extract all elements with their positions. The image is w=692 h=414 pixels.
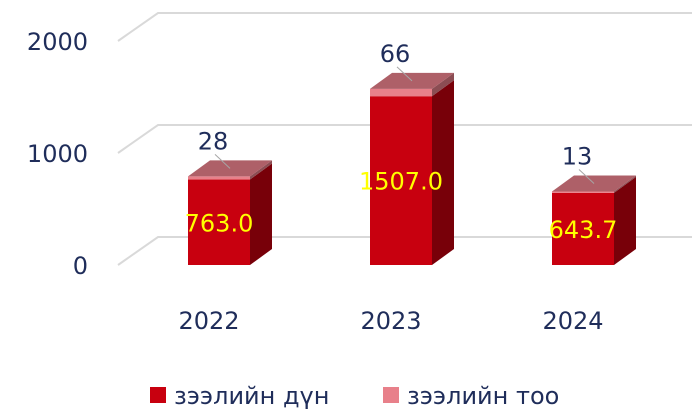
bar-front: [370, 96, 432, 265]
y-tick-label: 0: [73, 252, 88, 280]
data-label: 763.0: [185, 209, 254, 237]
legend-label: зээлийн тоо: [407, 382, 559, 410]
bar-side: [432, 72, 454, 97]
bar-front: [552, 191, 614, 193]
y-tick-label: 1000: [27, 140, 88, 168]
data-label: 28: [198, 127, 229, 155]
bar-front: [188, 179, 250, 265]
legend-swatch: [150, 387, 166, 403]
data-label: 643.7: [549, 216, 618, 244]
bar-side: [250, 160, 272, 180]
y-tick-label: 2000: [27, 28, 88, 56]
grid-line: [117, 124, 692, 154]
bar-side: [614, 176, 636, 265]
data-label: 1507.0: [359, 168, 443, 196]
x-tick-label: 2024: [542, 307, 603, 335]
data-label: 13: [562, 142, 593, 170]
bar-front: [188, 176, 250, 180]
grid-line: [117, 12, 692, 42]
legend-label: зээлийн дүн: [174, 382, 329, 410]
leader-line: [396, 66, 413, 82]
bar-side: [614, 175, 636, 193]
leader-line: [578, 169, 595, 184]
x-tick-label: 2022: [178, 307, 239, 335]
leader-line: [214, 154, 231, 169]
data-label: 66: [380, 40, 411, 68]
x-tick-label: 2023: [360, 307, 421, 335]
bar-front: [370, 88, 432, 97]
bar-side: [432, 80, 454, 265]
grid-line: [117, 236, 692, 266]
bar-front: [552, 192, 614, 265]
bar-side: [250, 163, 272, 265]
legend-swatch: [383, 387, 399, 403]
